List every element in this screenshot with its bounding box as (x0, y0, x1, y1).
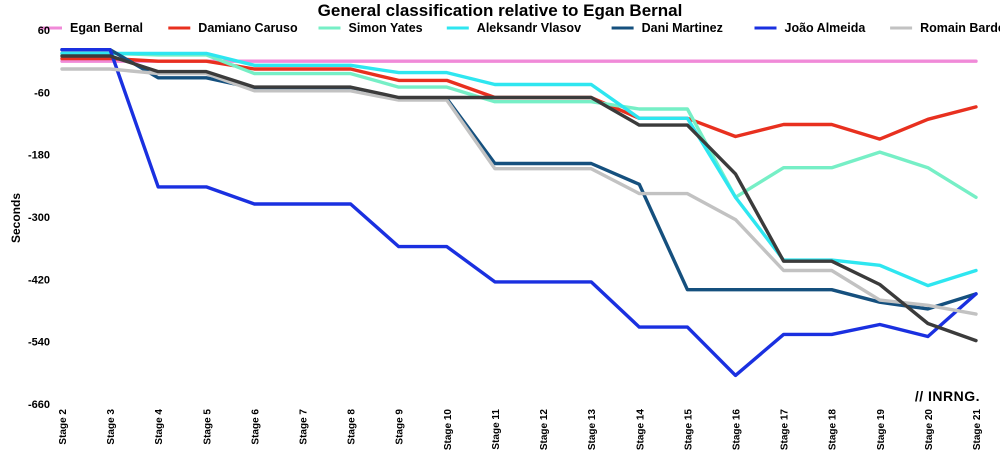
y-tick-label: -660 (28, 399, 50, 411)
series-line-simon-yates (60, 51, 978, 200)
x-tick-label: Stage 3 (106, 409, 117, 445)
x-tick-label: Stage 18 (828, 409, 839, 451)
series-line-romain-bardet (60, 67, 978, 316)
series-lines (60, 48, 978, 378)
legend-item-aleksandr-vlasov: Aleksandr Vlasov (446, 21, 581, 35)
legend: Egan Bernal Damiano Caruso Simon Yates Alek… (40, 21, 1000, 35)
x-tick-label: Stage 13 (587, 409, 598, 451)
series-line-dani-martinez (60, 48, 978, 311)
x-tick-label: Stage 10 (443, 409, 454, 451)
y-axis-label: Seconds (9, 193, 23, 243)
legend-label: Egan Bernal (70, 21, 143, 35)
x-tick-label: Stage 14 (635, 409, 646, 451)
legend-item-simon-yates: Simon Yates (318, 21, 423, 35)
y-tick-label: 60 (38, 25, 50, 37)
legend-label: Damiano Caruso (198, 21, 298, 35)
legend-item-damiano-caruso: Damiano Caruso (168, 21, 298, 35)
x-tick-label: Stage 21 (972, 409, 983, 451)
legend-label: Romain Bardet (920, 21, 1000, 35)
legend-item-joao-almeida: João Almeida (754, 21, 867, 35)
legend-label: João Almeida (785, 21, 867, 35)
x-tick-label: Stage 7 (299, 409, 310, 445)
y-tick-label: -540 (28, 337, 50, 349)
x-tick-label: Stage 2 (58, 409, 69, 445)
y-tick-label: -60 (34, 87, 50, 99)
x-tick-label: Stage 8 (347, 409, 358, 445)
series-line-joao-almeida (60, 48, 978, 378)
series-line-hugh-carthy (60, 54, 978, 343)
x-tick-label: Stage 19 (876, 409, 887, 451)
x-tick-label: Stage 15 (683, 409, 694, 451)
x-tick-label: Stage 4 (154, 409, 165, 445)
x-tick-label: Stage 9 (395, 409, 406, 445)
legend-label: Dani Martinez (642, 21, 723, 35)
legend-label: Simon Yates (349, 21, 423, 35)
x-tick-label: Stage 17 (780, 409, 791, 451)
x-tick-label: Stage 12 (539, 409, 550, 451)
legend-item-dani-martinez: Dani Martinez (611, 21, 723, 35)
y-tick-label: -300 (28, 212, 50, 224)
chart-title: General classification relative to Egan … (318, 1, 683, 20)
x-axis-ticks: Stage 2 Stage 3 Stage 4 Stage 5 Stage 6 Stage… (58, 409, 983, 451)
legend-item-egan-bernal: Egan Bernal (40, 21, 143, 35)
y-tick-label: -180 (28, 150, 50, 162)
x-tick-label: Stage 5 (202, 409, 213, 445)
x-tick-label: Stage 16 (731, 409, 742, 451)
brand-watermark: // INRNG. (915, 388, 980, 404)
x-tick-label: Stage 11 (491, 409, 502, 450)
legend-item-romain-bardet: Romain Bardet (890, 21, 1000, 35)
x-tick-label: Stage 6 (250, 409, 261, 445)
x-tick-label: Stage 20 (924, 409, 935, 451)
legend-label: Aleksandr Vlasov (477, 21, 581, 35)
y-tick-label: -420 (28, 274, 50, 286)
y-axis-ticks: 60 -60 -180 -300 -420 -540 -660 (28, 25, 50, 411)
